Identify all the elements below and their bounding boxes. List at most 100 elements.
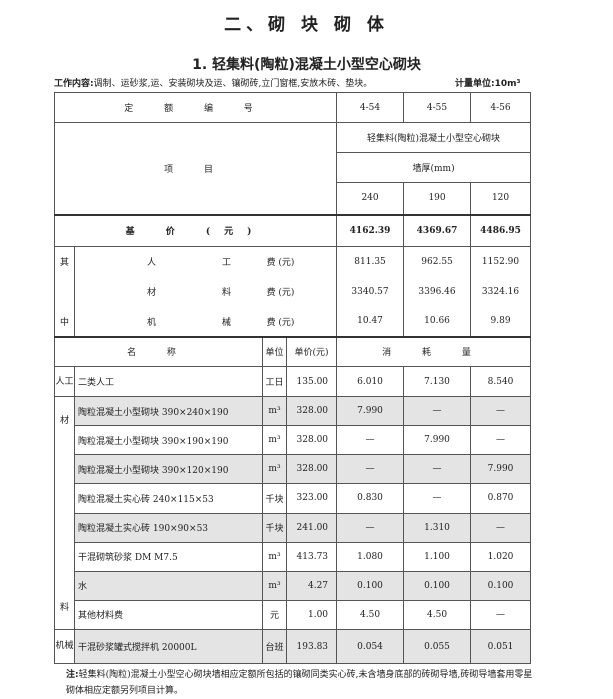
material-row: 陶粒混凝土实心砖 240×115×53 千块 323.00 0.830—0.870	[55, 483, 532, 514]
row-value: —	[336, 425, 405, 456]
base-price-label: 基 价 (元)	[53, 213, 338, 247]
breakdown-row: 中 机械费 (元) 10.47 10.66 9.89	[54, 306, 532, 337]
category-label: 轻集料(陶粒)混凝土小型空心砌块	[336, 122, 532, 153]
row-value: 0.870	[470, 483, 532, 514]
row-name: 其他材料费	[74, 599, 263, 631]
row-unit: m³	[262, 395, 287, 427]
material-row: 陶粒混凝土实心砖 190×90×53 千块 241.00—1.310—	[55, 512, 532, 543]
code-label: 定 额 编 号	[53, 92, 338, 123]
item-label: 项 目	[53, 122, 338, 215]
row-unit: m³	[262, 541, 287, 572]
row-value: 7.990	[336, 395, 405, 427]
breakdown-value: 3396.46	[403, 276, 472, 307]
row-value: 1.080	[336, 541, 405, 572]
row-value: 1.020	[470, 541, 532, 572]
breakdown-value: 10.66	[403, 306, 472, 337]
material-row: 干混砌筑砂浆 DM M7.5 m³ 413.73 1.080 1.100 1.020	[55, 541, 532, 572]
material-row: 陶粒混凝土小型砌块 390×120×190 m³ 328.00— —7.990	[55, 454, 532, 485]
breakdown-value: 811.35	[336, 246, 405, 277]
material-row: 其他材料费元 1.00 4.50 4.50—	[55, 599, 532, 631]
row-value: 0.054	[336, 629, 405, 664]
breakdown-label: 机械费 (元)	[73, 306, 338, 337]
breakdown-value: 3324.16	[470, 276, 532, 307]
row-name: 陶粒混凝土小型砌块 390×190×190	[74, 425, 263, 456]
code-cell: 4-55	[403, 92, 472, 123]
row-name: 干混砂浆罐式搅拌机 20000L	[74, 629, 263, 664]
row-price: 1.00	[285, 599, 338, 631]
note-label: 注:	[66, 670, 79, 680]
row-name: 二类人工	[74, 366, 263, 397]
work-content-label: 工作内容:	[54, 79, 94, 89]
breakdown-value: 10.47	[336, 306, 405, 337]
row-value: —	[403, 454, 472, 485]
breakdown-side: 中	[54, 306, 75, 337]
base-price-value: 4369.67	[403, 213, 472, 247]
row-value: 1.100	[403, 541, 472, 572]
row-price: 328.00	[285, 395, 338, 427]
base-price-value: 4162.39	[336, 213, 405, 247]
chapter-title: 二、砌 块 砌 体	[224, 15, 389, 35]
note-text: 轻集料(陶粒)混凝土小型空心砌块墙相应定额所包括的镶砌同类实心砖,未含墙身底部的…	[66, 670, 533, 696]
row-unit: 元	[262, 599, 287, 631]
breakdown-row: 其 人工费 (元) 811.35 962.55 1152.90	[54, 246, 532, 277]
row-value: 0.100	[470, 570, 532, 601]
base-price-value: 4486.95	[470, 213, 532, 247]
breakdown-side	[54, 276, 75, 307]
measure-unit: 计量单位:10m³	[455, 79, 521, 89]
quantity-header: 消 耗 量	[336, 335, 532, 367]
row-value: 0.100	[403, 570, 472, 601]
footnote: 注:轻集料(陶粒)混凝土小型空心砌块墙相应定额所包括的镶砌同类实心砖,未含墙身底…	[66, 667, 536, 699]
row-value: 0.055	[403, 629, 472, 664]
row-value: —	[336, 454, 405, 485]
thickness-cell: 120	[470, 182, 532, 215]
thickness-cell: 190	[403, 182, 472, 215]
consumption-header: 名 称 单位 单价(元) 消 耗 量	[54, 335, 532, 367]
row-price: 4.27	[285, 570, 338, 601]
row-value: 7.990	[403, 425, 472, 456]
breakdown-side: 其	[54, 246, 75, 277]
machinery-side: 机械	[54, 629, 75, 664]
labor-side: 人工	[54, 366, 75, 397]
row-name: 水	[74, 570, 263, 601]
machinery-row: 机械 干混砂浆罐式搅拌机 20000L 台班 193.83 0.054 0.05…	[54, 629, 532, 664]
row-unit: m³	[262, 570, 287, 601]
row-price: 241.00	[285, 512, 338, 543]
row-value: 7.130	[403, 366, 472, 397]
row-value: —	[470, 599, 532, 631]
quota-table: 定 额 编 号 4-54 4-55 4-56 项 目 轻集料(陶粒)混凝土小型空…	[53, 92, 532, 664]
row-name: 干混砌筑砂浆 DM M7.5	[74, 541, 263, 572]
breakdown-value: 3340.57	[336, 276, 405, 307]
material-row: 水 m³ 4.27 0.100 0.100 0.100	[55, 570, 532, 601]
price-header: 单价(元)	[285, 335, 338, 367]
row-name: 陶粒混凝土小型砌块 390×240×190	[74, 395, 263, 427]
code-cell: 4-54	[336, 92, 405, 123]
row-value: 4.50	[403, 599, 472, 631]
row-value: 1.310	[403, 512, 472, 543]
row-price: 328.00	[285, 454, 338, 485]
breakdown-label: 材料费 (元)	[73, 276, 338, 307]
base-price-row: 基 价 (元) 4162.39 4369.67 4486.95	[53, 213, 532, 247]
material-row: 陶粒混凝土小型砌块 390×190×190 m³ 328.00—7.990—	[55, 425, 532, 456]
row-value: 7.990	[470, 454, 532, 485]
row-value: —	[403, 483, 472, 514]
row-value: 0.100	[336, 570, 405, 601]
material-row: 材料陶粒混凝土小型砌块 390×240×190 m³ 328.00 7.990— —	[54, 395, 532, 630]
row-unit: 千块	[262, 512, 287, 543]
labor-row: 人工 二类人工 工日 135.00 6.010 7.130 8.540	[54, 366, 532, 397]
row-price: 193.83	[285, 629, 338, 664]
name-header: 名 称	[54, 335, 263, 367]
row-name: 陶粒混凝土小型砌块 390×120×190	[74, 454, 263, 485]
row-value: 0.830	[336, 483, 405, 514]
breakdown-value: 962.55	[403, 246, 472, 277]
row-value: —	[403, 395, 472, 427]
section-title: 1. 轻集料(陶粒)混凝土小型空心砌块	[192, 57, 421, 73]
row-value: —	[470, 425, 532, 456]
row-value: —	[470, 512, 532, 543]
breakdown-value: 9.89	[470, 306, 532, 337]
materials-side: 材料	[54, 396, 75, 630]
row-price: 328.00	[285, 425, 338, 456]
row-price: 323.00	[285, 483, 338, 514]
work-content: 工作内容:调制、运砂浆,运、安装砌块及运、镶砌砖,立门窗框,安放木砖、垫块。	[54, 76, 372, 89]
row-unit: m³	[262, 425, 287, 456]
row-unit: 工日	[262, 366, 287, 397]
